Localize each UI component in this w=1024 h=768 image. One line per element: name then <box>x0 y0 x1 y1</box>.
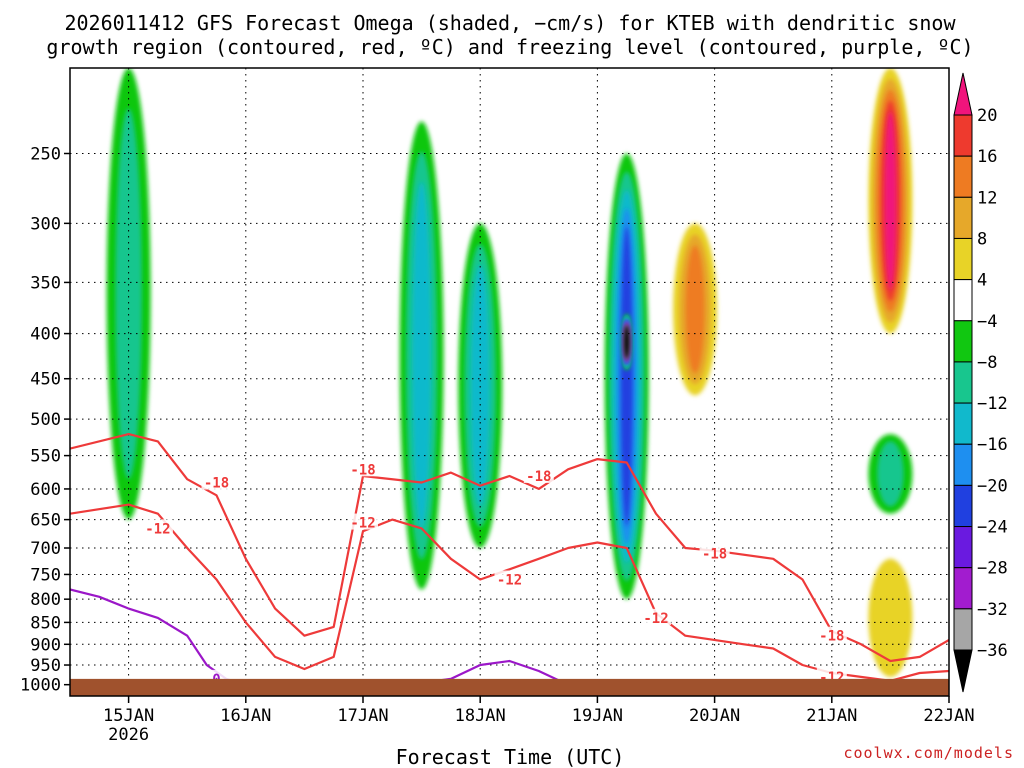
colorbar-segment <box>953 443 973 486</box>
x-tick-label: 16JAN <box>220 706 271 726</box>
contour-label-bg <box>523 466 554 483</box>
colorbar-bottom-arrow <box>953 649 973 693</box>
y-tick-label: 850 <box>30 613 61 633</box>
colorbar-segment <box>953 402 973 445</box>
y-tick-label: 250 <box>30 144 61 164</box>
y-tick-label: 800 <box>30 590 61 610</box>
colorbar-segment <box>953 484 973 528</box>
contour-label-bg <box>699 544 730 561</box>
colorbar: 20 16 12 8 4 −4 −8 −12 −16 −20 −24 −28 −32 −36 <box>953 72 1008 693</box>
colorbar-segment <box>953 608 973 651</box>
plot-area: -18-18-18-18-18-12-12-12-12-120 <box>69 67 950 697</box>
omega-shading <box>106 68 913 677</box>
y-tick-label: 650 <box>30 511 61 531</box>
colorbar-label: −36 <box>977 641 1008 661</box>
contour-label-bg <box>348 513 378 530</box>
colorbar-segment <box>953 526 973 569</box>
contours: -18-18-18-18-18-12-12-12-12-120 <box>70 433 949 688</box>
chart-title-line1: 2026011412 GFS Forecast Omega (shaded, −… <box>64 11 956 35</box>
y-axis: 2503003504004505005506006507007508008509… <box>20 144 70 696</box>
x-tick-label: 18JAN <box>455 706 506 726</box>
y-tick-label: 750 <box>30 565 61 585</box>
y-tick-label: 700 <box>30 539 61 559</box>
x-tick-label: 22JAN <box>923 706 974 726</box>
x-year-label: 2026 <box>108 725 149 745</box>
contour-label-bg <box>142 519 173 536</box>
contour-label: -12 <box>145 521 170 537</box>
x-tick-label: 20JAN <box>689 706 740 726</box>
x-tick-label: 17JAN <box>337 706 388 726</box>
contour-label: -18 <box>204 476 229 492</box>
x-axis-label: Forecast Time (UTC) <box>396 745 625 768</box>
y-tick-label: 900 <box>30 635 61 655</box>
colorbar-label: −4 <box>977 312 997 332</box>
colorbar-label: −8 <box>977 353 997 373</box>
omega-cell <box>877 441 904 507</box>
omega-cell <box>620 226 633 527</box>
colorbar-segment <box>953 567 973 610</box>
contour-label-bg <box>201 473 232 490</box>
y-tick-label: 500 <box>30 410 61 430</box>
contour-label-bg <box>348 460 378 477</box>
contour-label: -12 <box>497 573 522 589</box>
y-tick-label: 300 <box>30 214 61 234</box>
omega-cell <box>685 245 705 374</box>
colorbar-segment <box>953 237 973 281</box>
omega-cell <box>884 111 897 291</box>
contour-label: -12 <box>643 611 668 627</box>
colorbar-label: 16 <box>977 147 997 167</box>
contour-label: -18 <box>819 629 844 645</box>
colorbar-label: −12 <box>977 394 1008 414</box>
colorbar-segment <box>953 196 973 239</box>
omega-cell <box>412 181 432 530</box>
colorbar-label: −16 <box>977 435 1008 455</box>
x-tick-label: 15JAN <box>103 706 154 726</box>
colorbar-segment <box>953 279 973 322</box>
contour-label: -18 <box>702 546 727 562</box>
colorbar-label: −24 <box>977 518 1008 538</box>
colorbar-label: 4 <box>977 271 987 291</box>
y-tick-label: 550 <box>30 447 61 467</box>
contour-label-bg <box>641 608 671 625</box>
y-tick-label: 950 <box>30 656 61 676</box>
omega-cell <box>868 558 913 677</box>
contour-label-bg <box>816 626 847 643</box>
omega-cell <box>470 265 490 507</box>
y-tick-label: 600 <box>30 480 61 500</box>
chart-title-line2: growth region (contoured, red, ºC) and f… <box>46 35 973 59</box>
y-tick-label: 1000 <box>20 676 61 696</box>
colorbar-top-arrow <box>953 72 973 116</box>
colorbar-label: −32 <box>977 600 1008 620</box>
contour-label: -18 <box>350 462 375 478</box>
plot-background <box>70 68 949 696</box>
ground-surface-band <box>70 678 949 696</box>
colorbar-segment <box>953 320 973 363</box>
plot-frame <box>69 67 950 697</box>
contour-label: -12 <box>350 516 375 532</box>
colorbar-segment <box>953 361 973 404</box>
colorbar-segment <box>953 155 973 198</box>
omega-cell <box>115 108 142 479</box>
colorbar-label: −28 <box>977 559 1008 579</box>
colorbar-label: −20 <box>977 476 1008 496</box>
omega-cell <box>623 324 630 360</box>
contour-label-bg <box>494 570 525 587</box>
colorbar-label: 12 <box>977 188 997 208</box>
colorbar-label: 8 <box>977 229 987 249</box>
y-tick-label: 350 <box>30 273 61 293</box>
x-axis: 15JAN 16JAN 17JAN 18JAN 19JAN 20JAN 21JAN 22JAN… <box>103 696 975 745</box>
y-tick-label: 450 <box>30 370 61 390</box>
y-tick-label: 400 <box>30 325 61 345</box>
x-tick-label: 21JAN <box>806 706 857 726</box>
credit-text[interactable]: coolwx.com/models <box>843 744 1014 762</box>
colorbar-label: 20 <box>977 106 997 126</box>
colorbar-segment <box>953 114 973 157</box>
x-tick-label: 19JAN <box>572 706 623 726</box>
contour-label: -18 <box>526 469 551 485</box>
